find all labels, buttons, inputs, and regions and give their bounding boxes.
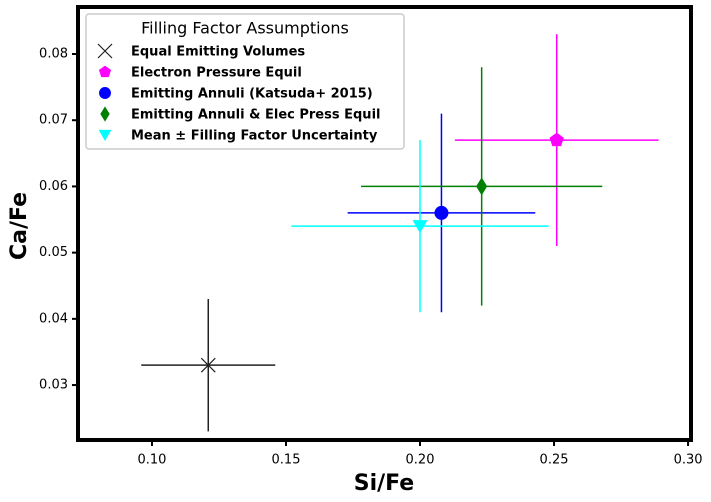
legend-label: Mean ± Filling Factor Uncertainty xyxy=(131,129,378,144)
legend-label: Equal Emitting Volumes xyxy=(131,45,305,60)
x-axis-label: Si/Fe xyxy=(354,471,414,496)
y-axis-label: Ca/Fe xyxy=(7,192,32,260)
y-tick-label: 0.08 xyxy=(39,47,68,62)
y-tick-label: 0.06 xyxy=(39,179,68,194)
legend-marker xyxy=(100,106,110,122)
legend-marker xyxy=(99,87,111,99)
legend-marker xyxy=(98,129,112,141)
x-tick-label: 0.15 xyxy=(272,453,301,468)
marker xyxy=(549,132,564,147)
x-tick-label: 0.30 xyxy=(674,453,703,468)
y-tick-label: 0.07 xyxy=(39,113,68,128)
marker xyxy=(412,220,428,234)
x-tick-label: 0.20 xyxy=(406,453,435,468)
legend-marker xyxy=(97,43,113,59)
marker xyxy=(200,357,216,373)
legend-box xyxy=(85,13,405,150)
marker xyxy=(434,205,449,220)
legend: Filling Factor Assumptions Equal Emitting… xyxy=(85,13,405,150)
legend-label: Electron Pressure Equil xyxy=(131,66,302,81)
marker xyxy=(476,177,488,196)
legend-label: Emitting Annuli & Elec Press Equil xyxy=(131,108,380,123)
x-tick-label: 0.10 xyxy=(138,453,167,468)
legend-marker xyxy=(98,65,112,78)
legend-label: Emitting Annuli (Katsuda+ 2015) xyxy=(131,87,373,102)
plot-frame xyxy=(76,5,693,442)
y-tick-label: 0.04 xyxy=(39,311,68,326)
y-tick-label: 0.03 xyxy=(39,378,68,393)
x-tick-label: 0.25 xyxy=(540,453,569,468)
legend-title: Filling Factor Assumptions xyxy=(141,19,349,38)
y-tick-label: 0.05 xyxy=(39,245,68,260)
